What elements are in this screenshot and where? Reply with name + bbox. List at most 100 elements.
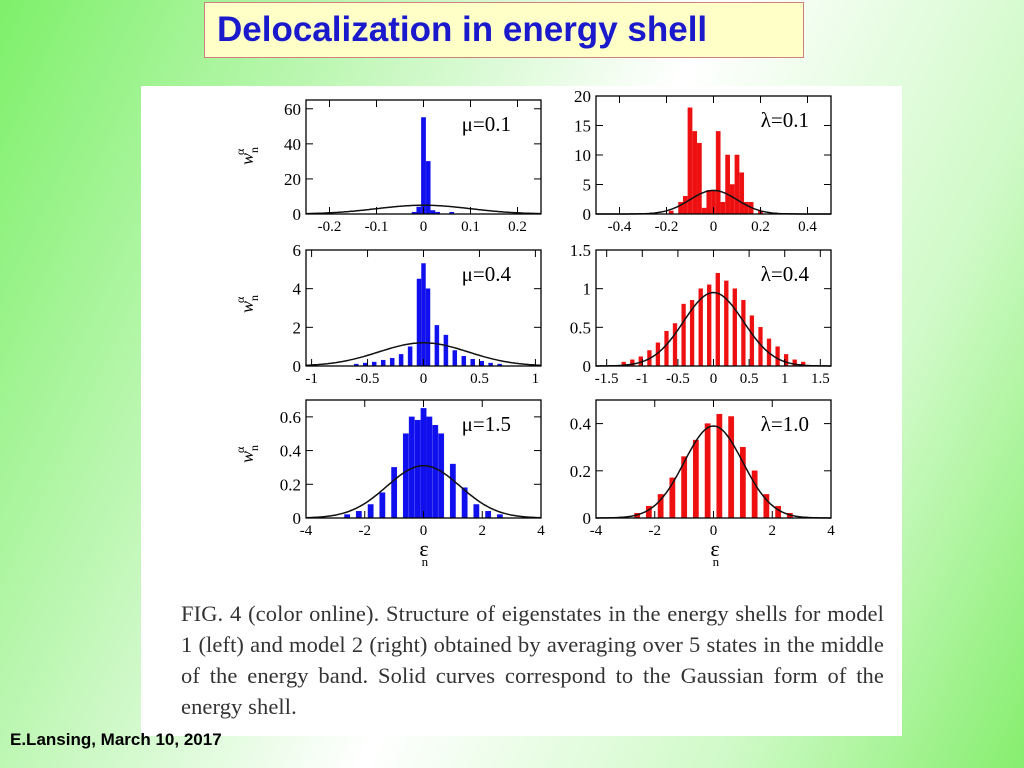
x-tick-label: -0.2	[655, 219, 679, 235]
histogram-bar	[749, 315, 755, 367]
histogram-bar	[739, 172, 745, 215]
y-tick-label: 0.2	[570, 462, 591, 481]
y-tick-label: 4	[293, 280, 302, 299]
x-tick-label: -1	[636, 371, 649, 387]
y-tick-label: 1	[583, 280, 592, 299]
panel-label: μ=1.5	[462, 412, 511, 436]
y-axis-label: wnα	[233, 295, 261, 313]
histogram-bar	[443, 334, 449, 367]
panel-label: λ=0.1	[761, 108, 809, 132]
slide-title-box: Delocalization in energy shell	[204, 2, 804, 58]
histogram-bar	[479, 360, 484, 367]
y-tick-label: 0	[293, 509, 302, 528]
histogram-bar	[741, 300, 746, 367]
x-tick-label: 0	[710, 219, 718, 235]
histogram-bar	[434, 325, 440, 367]
y-tick-label: 0	[583, 509, 592, 528]
y-tick-label: 15	[574, 117, 591, 136]
y-tick-label: 10	[574, 146, 591, 165]
x-tick-label: 0	[420, 219, 428, 235]
figure-panel: -0.2 -0.1 0 0.1 0.2 0 20 40 60 μ=0.1 -0.4 -0.2 0 0.2 0…	[141, 86, 902, 736]
x-tick-label: 0.5	[740, 371, 759, 387]
panel-label: λ=0.4	[761, 262, 810, 286]
gaussian-curve	[305, 342, 542, 367]
x-tick-label: 0.2	[751, 219, 770, 235]
y-tick-label: 0	[583, 205, 592, 224]
histogram-bar	[751, 470, 758, 519]
histogram-bar	[734, 154, 740, 215]
y-tick-label: 5	[583, 176, 592, 195]
x-tick-label: 0.2	[508, 219, 527, 235]
histogram-bar	[701, 207, 707, 215]
y-tick-label: 1.5	[570, 241, 591, 260]
figure-caption: FIG. 4 (color online). Structure of eige…	[181, 601, 884, 719]
histogram-bar	[697, 142, 702, 215]
gaussian-curve	[306, 204, 541, 215]
histogram-bar	[389, 358, 395, 367]
x-tick-label: -0.4	[608, 219, 632, 235]
x-tick-label: 0.1	[461, 219, 480, 235]
y-tick-label: 0	[293, 357, 302, 376]
gaussian-curve	[596, 425, 831, 519]
histogram-bar	[728, 416, 735, 519]
x-tick-label: -1	[305, 371, 318, 387]
slide-footer: E.Lansing, March 10, 2017	[10, 730, 222, 749]
panel-label: λ=1.0	[761, 412, 809, 436]
x-tick-label: 0.5	[470, 371, 489, 387]
histogram-bar	[414, 419, 421, 519]
histogram-bar	[379, 492, 386, 519]
y-tick-label: 0.4	[570, 415, 592, 434]
histogram-bar	[449, 463, 456, 519]
y-tick-label: 20	[284, 170, 301, 189]
histogram-bar	[729, 184, 735, 215]
x-tick-label: -0.2	[318, 219, 342, 235]
y-tick-label: 0.2	[280, 475, 301, 494]
y-tick-label: 0.6	[280, 408, 301, 427]
histogram-bar	[707, 284, 712, 367]
histogram-bar	[461, 356, 467, 367]
slide-title: Delocalization in energy shell	[217, 10, 708, 49]
y-tick-label: 0	[293, 205, 302, 224]
y-tick-label: 0.4	[280, 442, 302, 461]
histogram-bar	[432, 425, 439, 519]
histogram-bar	[402, 433, 409, 519]
y-tick-label: 40	[284, 135, 301, 154]
x-tick-label: 0.4	[798, 219, 817, 235]
y-tick-label: 60	[284, 100, 301, 119]
histogram-bar	[452, 350, 458, 367]
histogram-bar	[724, 280, 729, 367]
x-tick-label: -4	[590, 523, 603, 539]
x-tick-label: -2	[649, 523, 662, 539]
x-tick-label: 4	[537, 523, 545, 539]
y-tick-label: 6	[293, 241, 302, 260]
histogram-bar	[421, 117, 426, 215]
histogram-bar	[367, 504, 374, 519]
x-tick-label: 1	[781, 371, 789, 387]
x-tick-label: 4	[827, 523, 835, 539]
histogram-bar	[715, 131, 721, 215]
histogram-bar	[704, 423, 711, 519]
histogram-bar	[470, 358, 475, 367]
y-axis-label: wnα	[233, 445, 261, 463]
panel-label: μ=0.1	[462, 112, 511, 136]
histogram-bar	[692, 131, 698, 215]
histogram-bar	[715, 272, 720, 367]
gaussian-curve	[596, 291, 831, 367]
histogram-bar	[775, 346, 780, 367]
histogram-bar	[692, 439, 699, 519]
histogram-bar	[355, 511, 362, 519]
histogram-bar	[416, 278, 422, 367]
histogram-bar	[720, 201, 726, 215]
y-tick-label: 0.5	[570, 318, 591, 337]
x-tick-label: -0.5	[356, 371, 380, 387]
histogram-bar	[398, 354, 404, 367]
histogram-bar	[732, 288, 737, 367]
histogram-bar	[681, 303, 686, 367]
y-tick-label: 0	[583, 357, 592, 376]
histogram-bar	[425, 161, 431, 215]
y-tick-label: 2	[293, 318, 302, 337]
x-tick-label: 0	[420, 371, 428, 387]
histogram-bar	[706, 190, 712, 215]
x-tick-label: -0.5	[666, 371, 690, 387]
